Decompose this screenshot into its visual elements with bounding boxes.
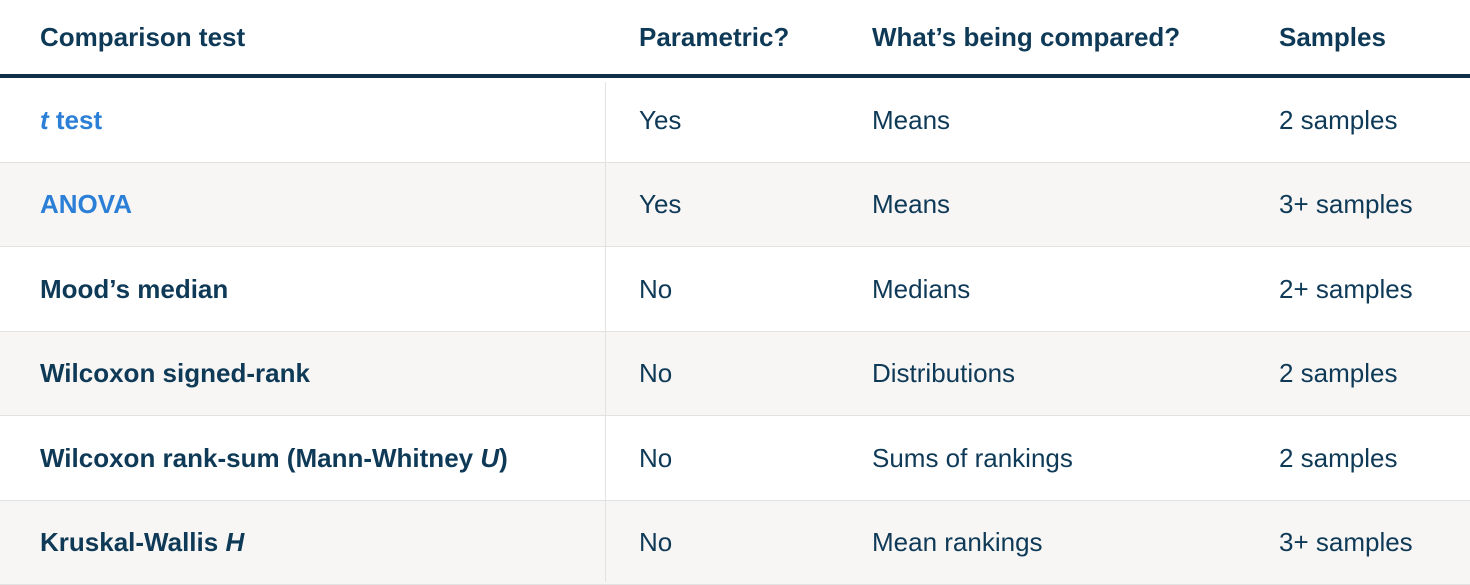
table-row: Wilcoxon signed-rank No Distributions 2 …	[0, 332, 1470, 417]
compared-cell: Distributions	[872, 332, 1015, 416]
samples-cell: 2 samples	[1279, 78, 1398, 162]
anova-link[interactable]: ANOVA	[40, 163, 132, 247]
compared-cell: Sums of rankings	[872, 416, 1073, 500]
samples-cell: 2+ samples	[1279, 247, 1413, 331]
compared-cell: Medians	[872, 247, 970, 331]
parametric-cell: Yes	[639, 163, 681, 247]
compared-cell: Mean rankings	[872, 501, 1043, 585]
column-divider	[605, 82, 606, 582]
parametric-cell: No	[639, 247, 672, 331]
parametric-cell: Yes	[639, 78, 681, 162]
header-whats-compared: What’s being compared?	[872, 0, 1180, 74]
parametric-cell: No	[639, 501, 672, 585]
table-row: Wilcoxon rank-sum (Mann-Whitney U) No Su…	[0, 416, 1470, 501]
parametric-cell: No	[639, 416, 672, 500]
samples-cell: 2 samples	[1279, 332, 1398, 416]
parametric-cell: No	[639, 332, 672, 416]
table-row: ANOVA Yes Means 3+ samples	[0, 163, 1470, 248]
test-name-cell: Wilcoxon rank-sum (Mann-Whitney U)	[40, 416, 508, 500]
header-parametric: Parametric?	[639, 0, 789, 74]
header-comparison-test: Comparison test	[40, 0, 245, 74]
test-name-cell: Wilcoxon signed-rank	[40, 332, 310, 416]
test-name-cell: Mood’s median	[40, 247, 228, 331]
t-test-link[interactable]: t test	[40, 78, 102, 162]
table-header-row: Comparison test Parametric? What’s being…	[0, 0, 1470, 78]
compared-cell: Means	[872, 78, 950, 162]
table-body: t test Yes Means 2 samples ANOVA Yes Mea…	[0, 78, 1470, 585]
samples-cell: 2 samples	[1279, 416, 1398, 500]
header-samples: Samples	[1279, 0, 1386, 74]
table-row: Mood’s median No Medians 2+ samples	[0, 247, 1470, 332]
table-row: Kruskal-Wallis H No Mean rankings 3+ sam…	[0, 501, 1470, 585]
compared-cell: Means	[872, 163, 950, 247]
test-name-cell: Kruskal-Wallis H	[40, 501, 244, 585]
table-row: t test Yes Means 2 samples	[0, 78, 1470, 163]
samples-cell: 3+ samples	[1279, 163, 1413, 247]
samples-cell: 3+ samples	[1279, 501, 1413, 585]
